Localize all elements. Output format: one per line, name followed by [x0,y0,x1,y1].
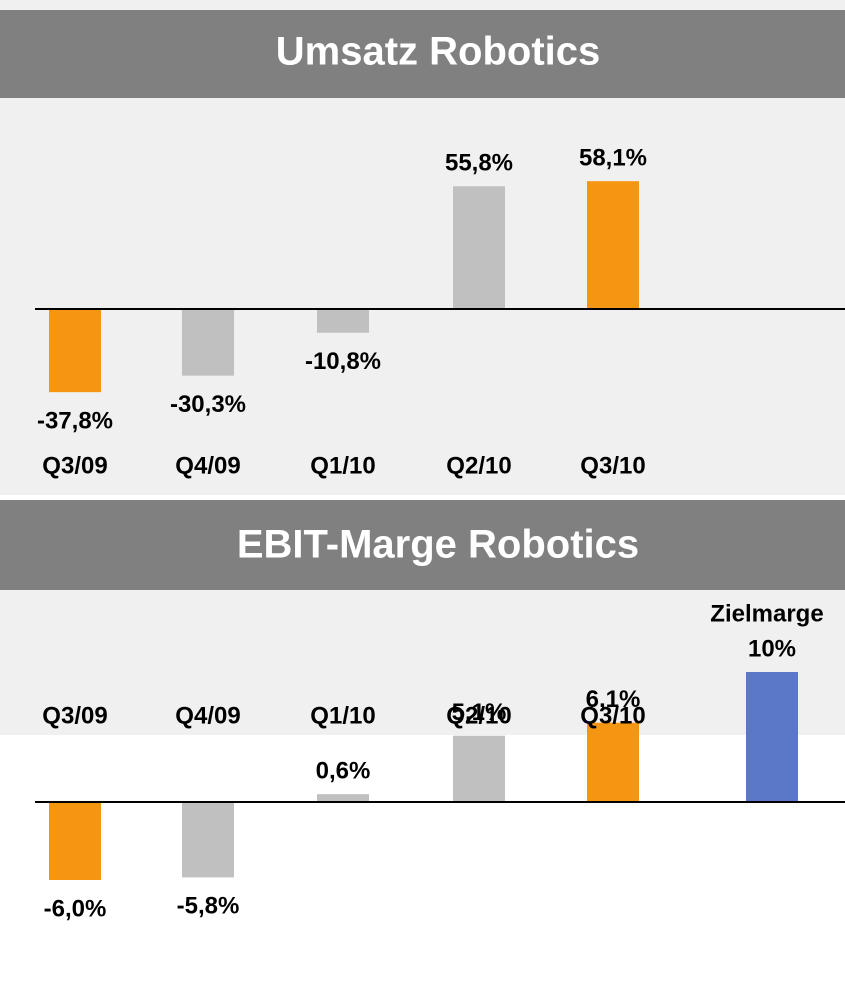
bar [453,735,505,802]
bar [182,309,234,376]
x-tick-label: Q1/10 [310,702,375,729]
annotation: Zielmarge [710,600,823,627]
chart-title: Umsatz Robotics [276,30,601,74]
bar [746,672,798,802]
x-tick-label: Q2/10 [446,452,511,479]
bar [317,309,369,333]
bar [317,794,369,802]
value-label: -37,8% [37,408,113,435]
chart-title: EBIT-Marge Robotics [237,523,639,567]
bar [49,309,101,393]
bar [453,186,505,309]
bar [182,802,234,878]
value-label: 5,1% [452,699,507,726]
value-label: -6,0% [44,895,107,922]
value-label: 58,1% [579,145,647,172]
x-tick-label: Q3/10 [580,452,645,479]
value-label: 10% [748,635,796,662]
x-tick-label: Q2/10 [446,702,511,729]
panel-header [0,10,845,98]
x-tick-label: Q4/09 [175,452,240,479]
value-label: -5,8% [177,893,240,920]
value-label: 55,8% [445,150,513,177]
x-tick-label: Q4/09 [175,702,240,729]
bar [587,722,639,802]
value-label: 6,1% [586,686,641,713]
bar [49,802,101,880]
value-label: -10,8% [305,348,381,375]
value-label: -30,3% [170,391,246,418]
panel-header [0,500,845,590]
x-tick-label: Q3/10 [580,702,645,729]
bar [587,181,639,309]
x-tick-label: Q3/09 [42,702,107,729]
value-label: 0,6% [316,758,371,785]
x-tick-label: Q1/10 [310,452,375,479]
x-tick-label: Q3/09 [42,452,107,479]
